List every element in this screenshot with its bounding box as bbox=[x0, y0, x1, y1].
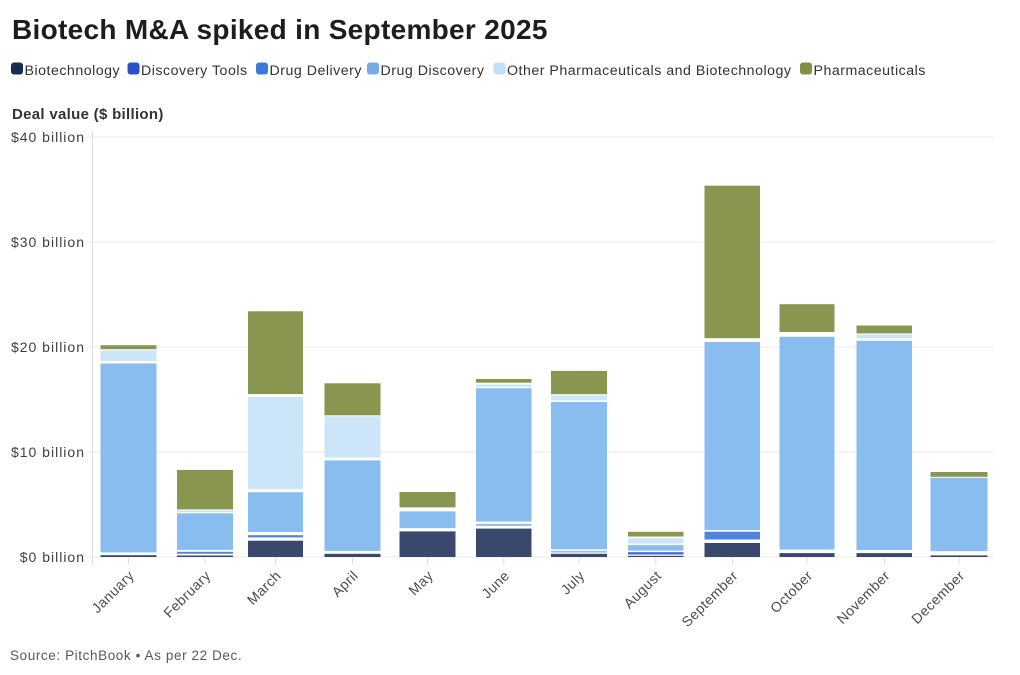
svg-text:Discovery Tools: Discovery Tools bbox=[141, 63, 248, 79]
svg-text:$0 billion: $0 billion bbox=[20, 549, 85, 565]
svg-text:Biotech M&A spiked in Septembe: Biotech M&A spiked in September 2025 bbox=[12, 14, 548, 45]
svg-text:$40 billion: $40 billion bbox=[11, 129, 85, 145]
svg-text:Pharmaceuticals: Pharmaceuticals bbox=[814, 63, 926, 79]
svg-text:Other Pharmaceuticals and Biot: Other Pharmaceuticals and Biotechnology bbox=[507, 63, 792, 79]
svg-text:$20 billion: $20 billion bbox=[11, 339, 85, 355]
svg-text:Deal value ($ billion): Deal value ($ billion) bbox=[12, 106, 164, 123]
svg-text:$10 billion: $10 billion bbox=[11, 444, 85, 460]
svg-text:$30 billion: $30 billion bbox=[11, 234, 85, 250]
svg-text:Drug Delivery: Drug Delivery bbox=[270, 63, 363, 79]
svg-text:Biotechnology: Biotechnology bbox=[25, 63, 121, 79]
svg-text:Source: PitchBook • As per 22: Source: PitchBook • As per 22 Dec. bbox=[10, 648, 242, 663]
svg-text:Drug Discovery: Drug Discovery bbox=[381, 63, 485, 79]
